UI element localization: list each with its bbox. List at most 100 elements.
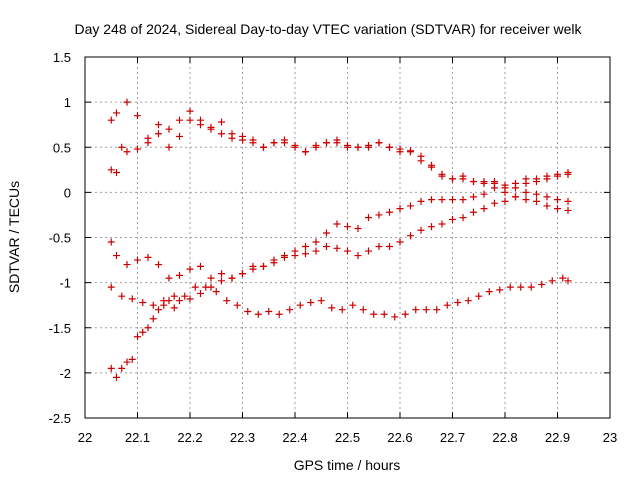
data-point (512, 184, 519, 192)
data-point (228, 134, 236, 142)
data-point (165, 125, 173, 133)
data-point (375, 211, 383, 219)
data-point (333, 244, 341, 252)
data-point (475, 292, 483, 300)
data-point (438, 172, 446, 180)
data-point (533, 190, 540, 198)
data-point (165, 274, 173, 282)
data-point (134, 333, 141, 341)
data-point (160, 301, 168, 309)
y-tick-label: -1 (59, 276, 71, 291)
data-point (375, 243, 383, 251)
data-point (386, 243, 393, 251)
series-series-1 (107, 98, 572, 192)
data-point (349, 301, 357, 309)
data-point (260, 143, 267, 151)
data-point (370, 310, 378, 318)
data-point (176, 132, 183, 140)
data-point (459, 214, 467, 222)
data-point (307, 298, 315, 306)
data-point (218, 118, 225, 126)
data-point (491, 199, 498, 207)
data-point (365, 143, 372, 151)
data-point (134, 256, 141, 264)
data-point (176, 271, 183, 279)
data-point (365, 214, 372, 222)
data-point (118, 143, 126, 151)
data-point (407, 148, 414, 156)
data-point (317, 297, 325, 305)
data-point (359, 306, 367, 314)
data-point (417, 157, 425, 165)
data-point (344, 247, 351, 255)
data-point (449, 175, 456, 183)
data-point (501, 181, 509, 189)
data-point (564, 197, 572, 205)
data-point (344, 223, 351, 231)
data-point (186, 295, 194, 303)
data-point (459, 196, 467, 204)
data-point (564, 277, 572, 285)
data-point (155, 261, 162, 269)
data-point (144, 324, 152, 332)
data-point (470, 208, 477, 216)
data-point (338, 306, 346, 314)
data-point (176, 297, 183, 305)
data-point (428, 163, 435, 171)
data-point (323, 243, 330, 251)
data-point (149, 301, 157, 309)
data-point (354, 252, 362, 260)
data-point (197, 121, 204, 129)
data-point (302, 243, 309, 251)
data-point (312, 141, 320, 149)
data-point (554, 172, 561, 180)
data-point (170, 292, 178, 300)
data-point (270, 259, 278, 267)
data-point (207, 125, 215, 133)
data-point (113, 109, 120, 117)
data-point (459, 175, 467, 183)
data-point (218, 277, 225, 285)
y-tick-label: 0.5 (53, 140, 71, 155)
x-tick-label: 22.4 (282, 430, 307, 445)
data-point (386, 143, 393, 151)
data-point (564, 170, 572, 178)
data-point (260, 262, 267, 270)
data-point (428, 223, 435, 231)
data-point (128, 295, 136, 303)
y-tick-label: 1.5 (53, 50, 71, 65)
data-point (165, 143, 173, 151)
x-tick-label: 22.5 (335, 430, 360, 445)
data-point (155, 306, 162, 314)
data-point (107, 116, 115, 124)
data-point (144, 139, 152, 147)
x-tick-label: 22 (78, 430, 92, 445)
data-point (286, 306, 294, 314)
data-point (155, 130, 162, 138)
data-point (239, 136, 246, 144)
data-point (433, 306, 441, 314)
data-point (275, 310, 283, 318)
data-point (291, 252, 299, 260)
data-point (233, 301, 241, 309)
data-point (533, 178, 540, 186)
data-point (118, 292, 126, 300)
data-point (254, 310, 262, 318)
y-tick-label: 1 (64, 95, 71, 110)
data-point (554, 205, 561, 213)
x-axis-label: GPS time / hours (294, 457, 401, 473)
data-point (501, 188, 509, 196)
x-tick-label: 22.6 (387, 430, 412, 445)
data-point (407, 202, 414, 210)
data-point (333, 220, 341, 228)
series-series-5 (107, 188, 572, 381)
data-point (170, 304, 178, 312)
data-point (181, 292, 189, 300)
data-point (139, 298, 147, 306)
y-tick-label: 0 (64, 185, 71, 200)
data-point (165, 297, 173, 305)
data-points (107, 98, 572, 381)
x-tick-label: 22.3 (230, 430, 255, 445)
x-tick-label: 22.1 (125, 430, 150, 445)
